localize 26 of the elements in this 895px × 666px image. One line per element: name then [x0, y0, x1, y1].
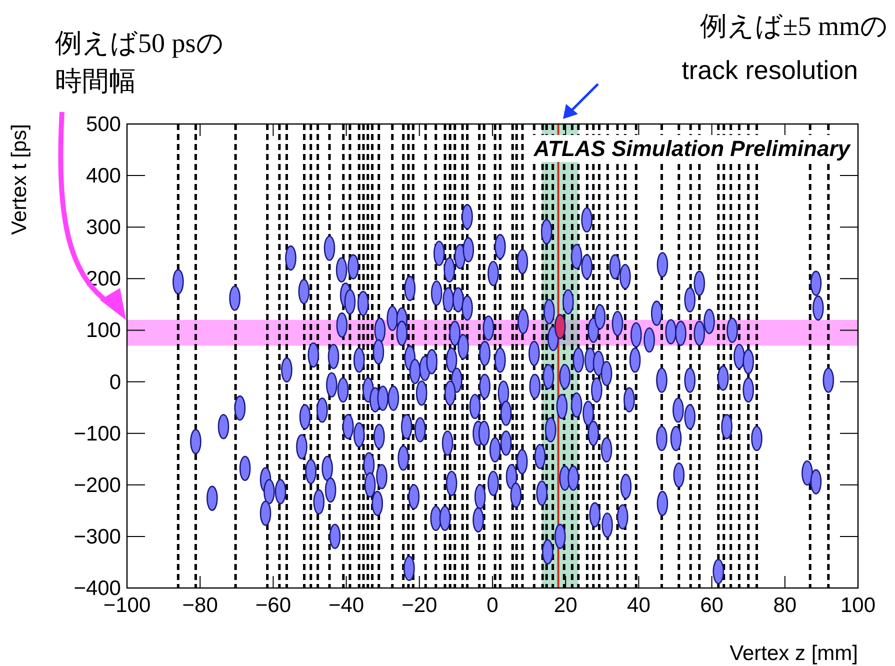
- text: 時間幅: [55, 66, 136, 96]
- x-tick-label: −60: [255, 594, 292, 617]
- y-tick-label: 400: [86, 164, 121, 188]
- y-tick-label: −200: [74, 474, 121, 497]
- x-tick-label: −80: [182, 594, 218, 617]
- text: 例えば±5 mmの: [700, 11, 888, 41]
- y-tick-label: −300: [74, 525, 121, 548]
- x-tick-label: −100: [103, 594, 151, 617]
- x-tick-label: 80: [773, 594, 797, 617]
- text: 例えば50 psの: [55, 28, 224, 58]
- text: track resolution: [682, 55, 858, 85]
- y-axis-title: Vertex t [ps]: [8, 124, 31, 235]
- x-tick-label: −20: [402, 594, 438, 617]
- x-tick-label: 100: [840, 594, 876, 617]
- y-tick-label: 500: [86, 113, 121, 136]
- y-tick-label: −100: [74, 422, 121, 446]
- x-tick-label: 20: [554, 594, 578, 617]
- y-tick-label: 100: [86, 319, 121, 342]
- x-tick-label: 0: [486, 594, 498, 617]
- y-tick-label: 300: [86, 216, 121, 240]
- y-tick-label: 0: [109, 370, 121, 394]
- x-tick-label: −40: [328, 594, 364, 617]
- x-tick-label: 60: [700, 594, 724, 617]
- x-axis-title: Vertex z [mm]: [730, 642, 858, 665]
- x-tick-label: 40: [627, 594, 650, 617]
- annotation: ATLAS Simulation Preliminary: [532, 136, 852, 161]
